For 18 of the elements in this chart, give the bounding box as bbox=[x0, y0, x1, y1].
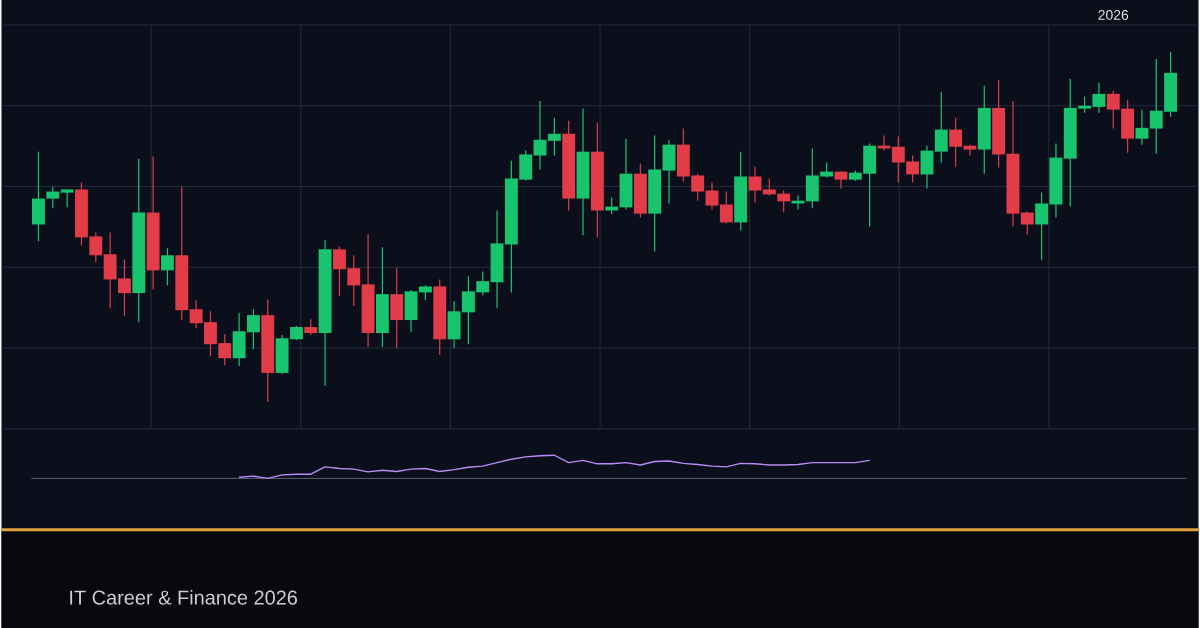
candlestick bbox=[705, 181, 719, 210]
candlestick bbox=[1135, 108, 1149, 146]
candlestick bbox=[748, 165, 762, 203]
candlestick bbox=[934, 90, 948, 163]
candlestick bbox=[963, 143, 977, 156]
candlestick bbox=[719, 190, 733, 224]
candlestick bbox=[60, 188, 74, 208]
x-tick-label: 2026 bbox=[1098, 9, 1129, 20]
text: IT Career & Finance 2026 bbox=[70, 589, 298, 605]
candlestick bbox=[777, 189, 791, 213]
candlestick bbox=[877, 134, 891, 152]
candlestick bbox=[1020, 210, 1034, 235]
candlestick bbox=[547, 116, 561, 156]
candlestick bbox=[161, 247, 174, 286]
candlestick bbox=[46, 185, 60, 209]
candlestick bbox=[533, 100, 547, 170]
candlestick bbox=[949, 116, 963, 168]
candlestick bbox=[920, 144, 934, 189]
